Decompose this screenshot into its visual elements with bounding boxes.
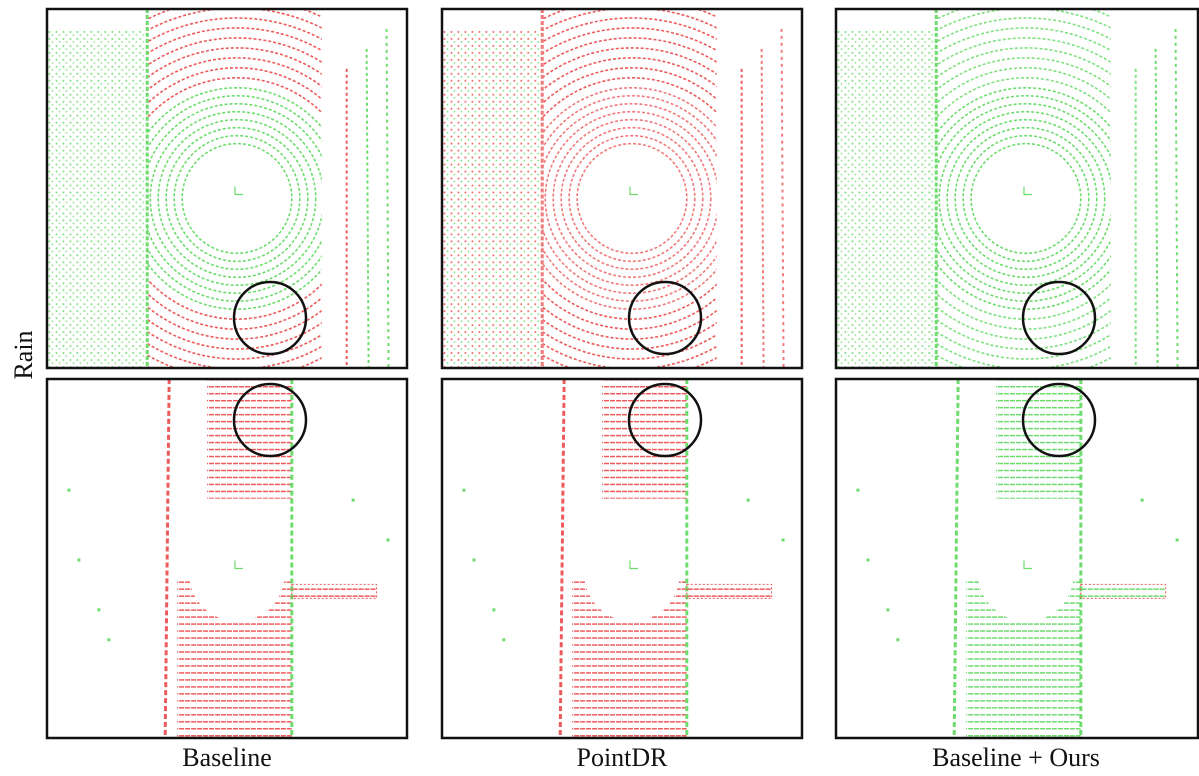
figure: Rain Baseline PointDR Baseline + Ours xyxy=(0,0,1199,776)
row-label: Rain xyxy=(9,330,38,379)
column-label: PointDR xyxy=(576,743,668,772)
panel xyxy=(836,379,1198,738)
panel xyxy=(422,0,843,409)
panel xyxy=(816,0,1199,409)
column-label: Baseline + Ours xyxy=(932,743,1100,772)
panel xyxy=(442,379,802,738)
column-label: Baseline xyxy=(182,743,272,772)
panel xyxy=(47,379,407,738)
panel xyxy=(27,0,448,409)
